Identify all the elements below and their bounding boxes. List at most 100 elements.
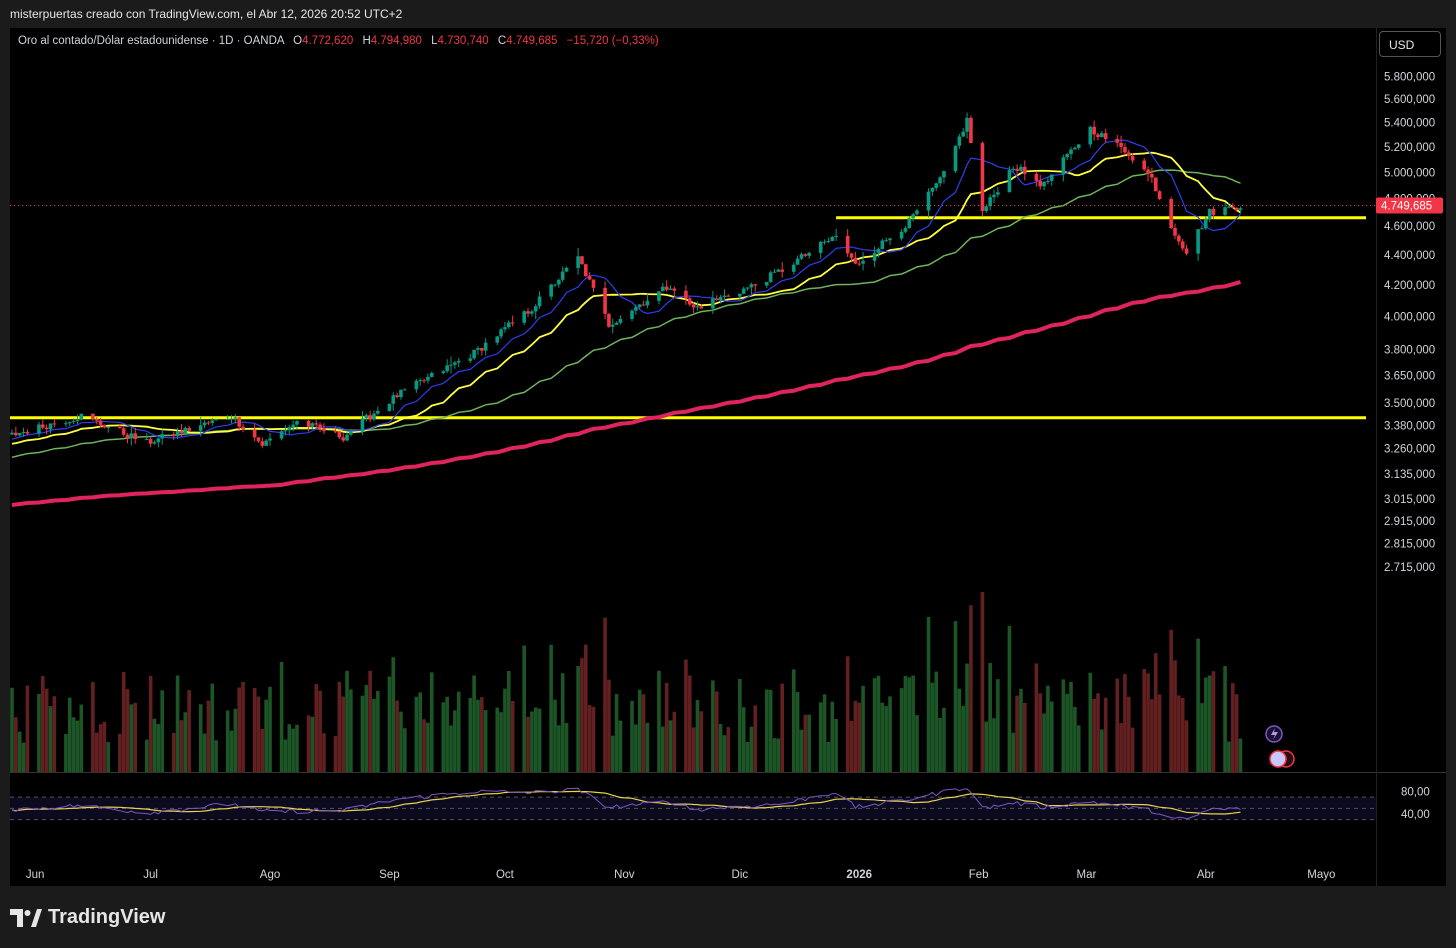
- change-value: −15,720 (−0,33%): [566, 35, 659, 47]
- candle-body: [818, 241, 823, 253]
- close-value: 4.749,685: [506, 35, 558, 47]
- volume-bar: [52, 696, 57, 772]
- volume-bar: [557, 725, 561, 772]
- volume-bar: [1157, 694, 1162, 772]
- volume-bar: [17, 731, 22, 772]
- candle-body: [1065, 154, 1069, 158]
- volume-bar: [634, 724, 638, 772]
- volume-bar: [71, 717, 76, 772]
- volume-bar: [364, 685, 369, 772]
- volume-bar: [610, 735, 615, 772]
- candle-body: [1238, 208, 1243, 211]
- candle-body: [938, 177, 942, 184]
- candle-body: [387, 403, 392, 411]
- volume-bar: [1169, 629, 1173, 772]
- candle-body: [106, 427, 111, 429]
- candle-body: [969, 117, 973, 144]
- candle-body: [745, 287, 750, 289]
- volume-bar: [1180, 697, 1185, 772]
- volume-bar: [210, 683, 215, 772]
- volume-bar: [499, 712, 503, 772]
- volume-bar: [657, 670, 661, 772]
- chart-frame[interactable]: 5.800,000 5.600,000 5.400,000 5.200,000 5.00…: [10, 28, 1446, 886]
- candle-body: [1115, 138, 1120, 143]
- time-tick-label: Jun: [26, 869, 45, 881]
- volume-bar: [899, 688, 904, 772]
- volume-bar: [106, 742, 111, 772]
- volume-bar: [295, 724, 299, 772]
- candle-body: [1196, 229, 1200, 254]
- candlesticks: [10, 112, 1243, 449]
- volume-bar: [503, 688, 507, 772]
- volume-bar: [14, 717, 18, 772]
- candle-body: [1092, 126, 1096, 135]
- price-badge-text: 4.749,685: [1381, 200, 1432, 212]
- candle-body: [876, 248, 881, 253]
- volume-bar: [934, 671, 939, 772]
- volume-bar: [260, 729, 265, 772]
- candle-body: [1046, 180, 1050, 183]
- volume-bar: [564, 723, 569, 772]
- volume-bar: [129, 704, 134, 772]
- candle-body: [48, 423, 53, 430]
- volume-bar: [214, 740, 218, 772]
- candle-body: [768, 272, 773, 282]
- candle-body: [1200, 228, 1204, 230]
- candle-body: [630, 310, 634, 319]
- candle-body: [345, 434, 349, 441]
- close-label: C: [497, 35, 507, 47]
- volume-bar: [849, 720, 854, 772]
- price-tick-label: 3.135,000: [1384, 469, 1435, 481]
- volume-bar: [391, 657, 396, 772]
- price-badge: [1376, 197, 1443, 214]
- volume-bar: [1038, 693, 1043, 772]
- candle-body: [1126, 152, 1131, 156]
- candle-body: [861, 260, 865, 264]
- volume-bar: [607, 679, 611, 772]
- volume-bar: [10, 687, 14, 772]
- time-tick-label: 2026: [846, 869, 872, 881]
- candle-body: [1019, 166, 1023, 171]
- volume-bar: [279, 661, 284, 772]
- price-tick-label: 3.380,000: [1384, 420, 1435, 432]
- candle-body: [480, 348, 484, 351]
- candle-body: [888, 238, 892, 241]
- volume-bar: [156, 724, 161, 772]
- volume-bar: [202, 733, 207, 772]
- candle-body: [911, 214, 915, 219]
- candle-body: [687, 298, 692, 305]
- candle-body: [91, 413, 95, 419]
- candle-body: [67, 421, 72, 424]
- candle-body: [503, 327, 507, 330]
- volume-bar: [938, 717, 942, 772]
- candle-body: [953, 145, 958, 172]
- candle-body: [422, 380, 426, 382]
- candle-body: [1015, 168, 1019, 171]
- candle-body: [741, 288, 746, 294]
- currency-button[interactable]: USD: [1379, 31, 1441, 57]
- price-tick-label: 4.600,000: [1384, 221, 1435, 233]
- volume-bar: [445, 696, 449, 772]
- volume-bar: [472, 675, 476, 772]
- volume-bar: [468, 697, 473, 772]
- symbol-title[interactable]: Oro al contado/Dólar estadounidense · 1D…: [18, 35, 284, 47]
- candle-body: [691, 304, 696, 308]
- candle-body: [618, 318, 623, 323]
- candle-body: [202, 422, 207, 426]
- candle-body: [1103, 133, 1108, 139]
- volume-bar: [268, 686, 272, 772]
- volume-bar: [711, 680, 715, 772]
- volume-bar: [818, 702, 823, 772]
- open-label: O: [293, 35, 303, 47]
- candle-body: [144, 439, 149, 441]
- chart-canvas[interactable]: 5.800,000 5.600,000 5.400,000 5.200,000 5.00…: [10, 28, 1446, 886]
- rsi-tick-label: 40,00: [1401, 809, 1430, 821]
- volume-bar: [1023, 702, 1027, 772]
- volume-bar: [526, 716, 530, 772]
- volume-bar: [483, 710, 488, 772]
- top-caption-bar: misterpuertas creado con TradingView.com…: [0, 0, 1456, 28]
- volume-bar: [1011, 732, 1016, 772]
- candle-body: [1230, 206, 1235, 208]
- candle-body: [376, 410, 380, 414]
- volume-bar: [368, 670, 372, 772]
